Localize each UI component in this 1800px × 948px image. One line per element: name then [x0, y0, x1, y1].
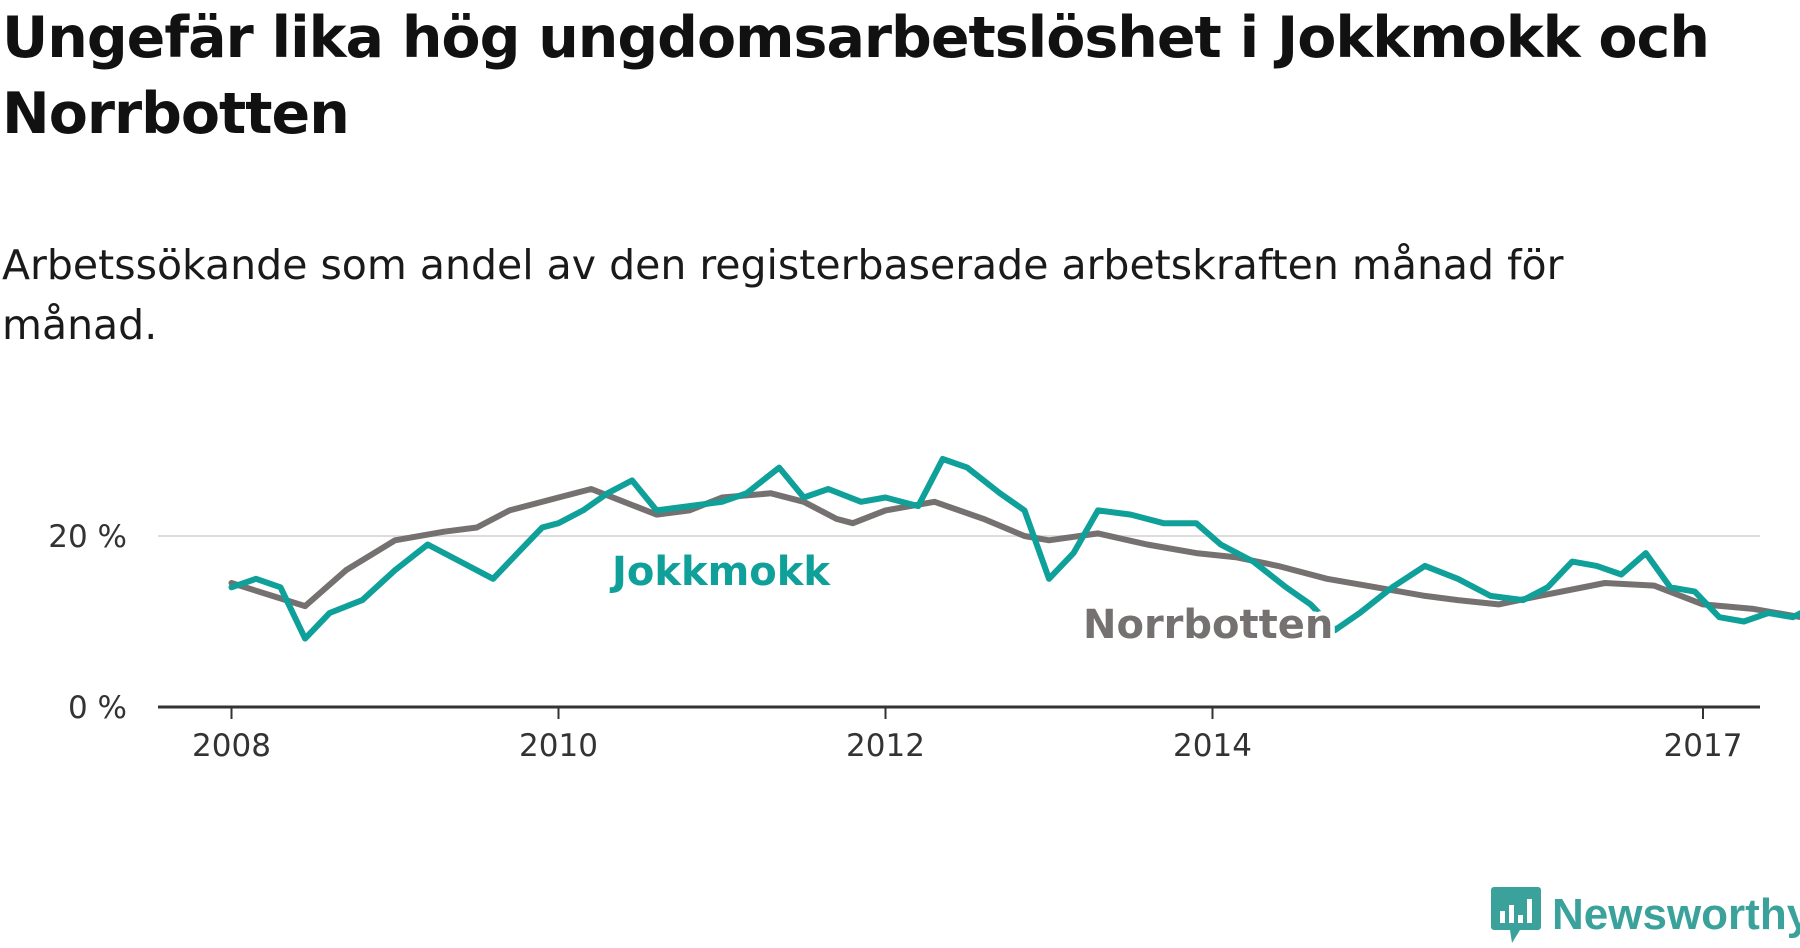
chart-title: Ungefär lika hög ungdomsarbetslöshet i J… — [2, 5, 1710, 147]
series-label-jokkmokk: Jokkmokk — [609, 549, 831, 595]
chart-subtitle: Arbetssökande som andel av den registerb… — [2, 241, 1564, 349]
x-tick-label: 2014 — [1173, 728, 1252, 764]
brand-name: Newsworthy — [1552, 890, 1800, 939]
series-line-jokkmokk — [228, 456, 1800, 642]
series-label-norrbotten: Norrbotten — [1083, 602, 1333, 648]
y-tick-label: 20 % — [48, 519, 127, 555]
bar-chart-speech-icon — [1491, 887, 1541, 943]
x-tick-label: 2010 — [519, 728, 598, 764]
x-tick-label: 2012 — [846, 728, 925, 764]
y-tick-label: 0 % — [68, 690, 127, 726]
series-line-norrbotten — [228, 486, 1800, 621]
newsworthy-logo: Newsworthy — [1490, 885, 1800, 945]
x-tick-label: 2008 — [192, 728, 271, 764]
x-tick-label: 2017 — [1664, 728, 1743, 764]
